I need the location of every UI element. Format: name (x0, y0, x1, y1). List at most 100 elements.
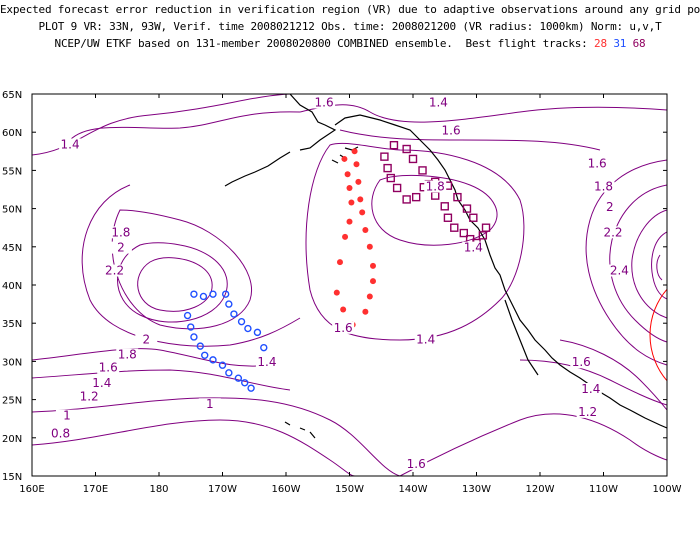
contour-label: 1.6 (572, 355, 591, 369)
track-28-point (346, 184, 353, 191)
track-28-point (344, 171, 351, 178)
latitude-label: 35N (2, 319, 22, 330)
longitude-label: 100W (653, 484, 682, 495)
longitude-label: 130W (462, 484, 491, 495)
track-68-point (389, 140, 399, 150)
track-68-point (481, 223, 491, 232)
contour-label: 1.6 (588, 157, 607, 171)
contour-label-bg (440, 124, 463, 137)
contour-label-bg (97, 361, 120, 374)
contour-label-bg (90, 376, 113, 389)
track-31-point (241, 379, 249, 387)
contour-label: 1.4 (92, 376, 111, 390)
contour-line (81, 184, 301, 347)
contour-label-bg (135, 333, 158, 346)
track-31-point (190, 290, 198, 298)
track-28-point (346, 218, 353, 225)
contour-line (32, 397, 401, 476)
contour-label-bg (78, 390, 101, 403)
contour-label: 1.8 (594, 180, 613, 194)
contour-line (299, 104, 667, 123)
contour-label: 1.6 (99, 361, 118, 375)
latitude-label: 15N (2, 472, 22, 483)
track-31-point (234, 374, 243, 382)
contour-label-bg (462, 241, 485, 254)
contour-label: 1.4 (257, 355, 276, 369)
track-68-point (402, 144, 411, 154)
longitude-label: 110W (589, 484, 618, 495)
track-28-point (366, 243, 373, 250)
contour-label: 1.4 (464, 241, 483, 255)
track-68-point (418, 166, 427, 175)
contour-line (111, 209, 252, 330)
track-31-point (253, 328, 262, 337)
track-68-point (453, 192, 462, 202)
alaska-coast (289, 94, 337, 151)
contour-label-bg (592, 180, 615, 193)
contour-label-bg (405, 457, 428, 470)
contour-label: 1.8 (118, 348, 137, 362)
track-31-point (183, 311, 192, 320)
contour-line (32, 348, 271, 367)
track-68-point (450, 223, 459, 232)
track-28-point (340, 306, 347, 313)
track-28-point (359, 209, 366, 216)
header-line-2: PLOT 9 VR: 33N, 93W, Verif. time 2008021… (38, 20, 662, 33)
latitude-label: 65N (2, 90, 22, 101)
contour-label: 1.2 (80, 390, 99, 404)
contour-label-bg (576, 405, 599, 418)
contour-line (305, 142, 525, 341)
latitude-label: 50N (2, 205, 22, 216)
contour-label: 1.4 (61, 137, 80, 151)
latitude-label: 55N (2, 166, 22, 177)
contour-label: 1 (63, 409, 71, 423)
track-68-point (440, 202, 449, 211)
longitude-label: 150W (335, 484, 364, 495)
track-68-point (402, 195, 411, 204)
contour-line (117, 242, 228, 323)
contour-line (519, 359, 667, 406)
axis-ticks (31, 93, 668, 477)
contour-label: 1.6 (407, 457, 426, 471)
contour-label-bg (598, 201, 621, 214)
track-28-point (366, 293, 373, 300)
contour-label: 2.2 (603, 225, 622, 239)
contour-line (137, 257, 213, 312)
track-68-point (386, 173, 395, 183)
contour-lines (32, 94, 667, 476)
contour-label-bg (579, 382, 602, 395)
contour-label: 1.8 (111, 225, 130, 239)
track-28-point (342, 233, 349, 240)
track-28-point (333, 289, 340, 296)
track-31-point (218, 361, 227, 369)
track-c-number: 68 (632, 37, 646, 50)
track-28-point (341, 155, 348, 162)
track-28-point (348, 199, 355, 206)
track-28-point (369, 278, 376, 285)
contour-label-bg (570, 356, 593, 369)
track-b-number: 31 (613, 37, 627, 50)
contour-label-bg (198, 398, 221, 411)
longitude-label: 120W (526, 484, 555, 495)
longitude-label: 180 (149, 484, 168, 495)
contour-label: 2.4 (610, 264, 629, 278)
track-68-point (411, 192, 421, 202)
contour-label: 2.2 (105, 264, 124, 278)
track-31-point (225, 300, 233, 308)
track-68-point (443, 213, 453, 222)
track-31-point (199, 292, 208, 301)
contour-label-bg (255, 356, 278, 369)
track-28-point (362, 226, 369, 233)
contour-label-bg (55, 409, 78, 422)
contour-label-bg (116, 348, 139, 361)
track-31-point (225, 369, 233, 377)
longitude-label: 160W (272, 484, 301, 495)
track-31-point (247, 384, 255, 392)
track-28-point (353, 161, 360, 168)
contour-labels: 1.6 1.41.61.41.61.822.22.41.81.41.41.61.8… (49, 95, 631, 471)
contour-label-bg (103, 264, 126, 277)
latitude-label: 60N (2, 128, 22, 139)
latitude-label: 20N (2, 434, 22, 445)
longitude-labels: 160E 170E 180 170W 160W 150W 140W 130W 120W 110W 1… (19, 484, 681, 495)
